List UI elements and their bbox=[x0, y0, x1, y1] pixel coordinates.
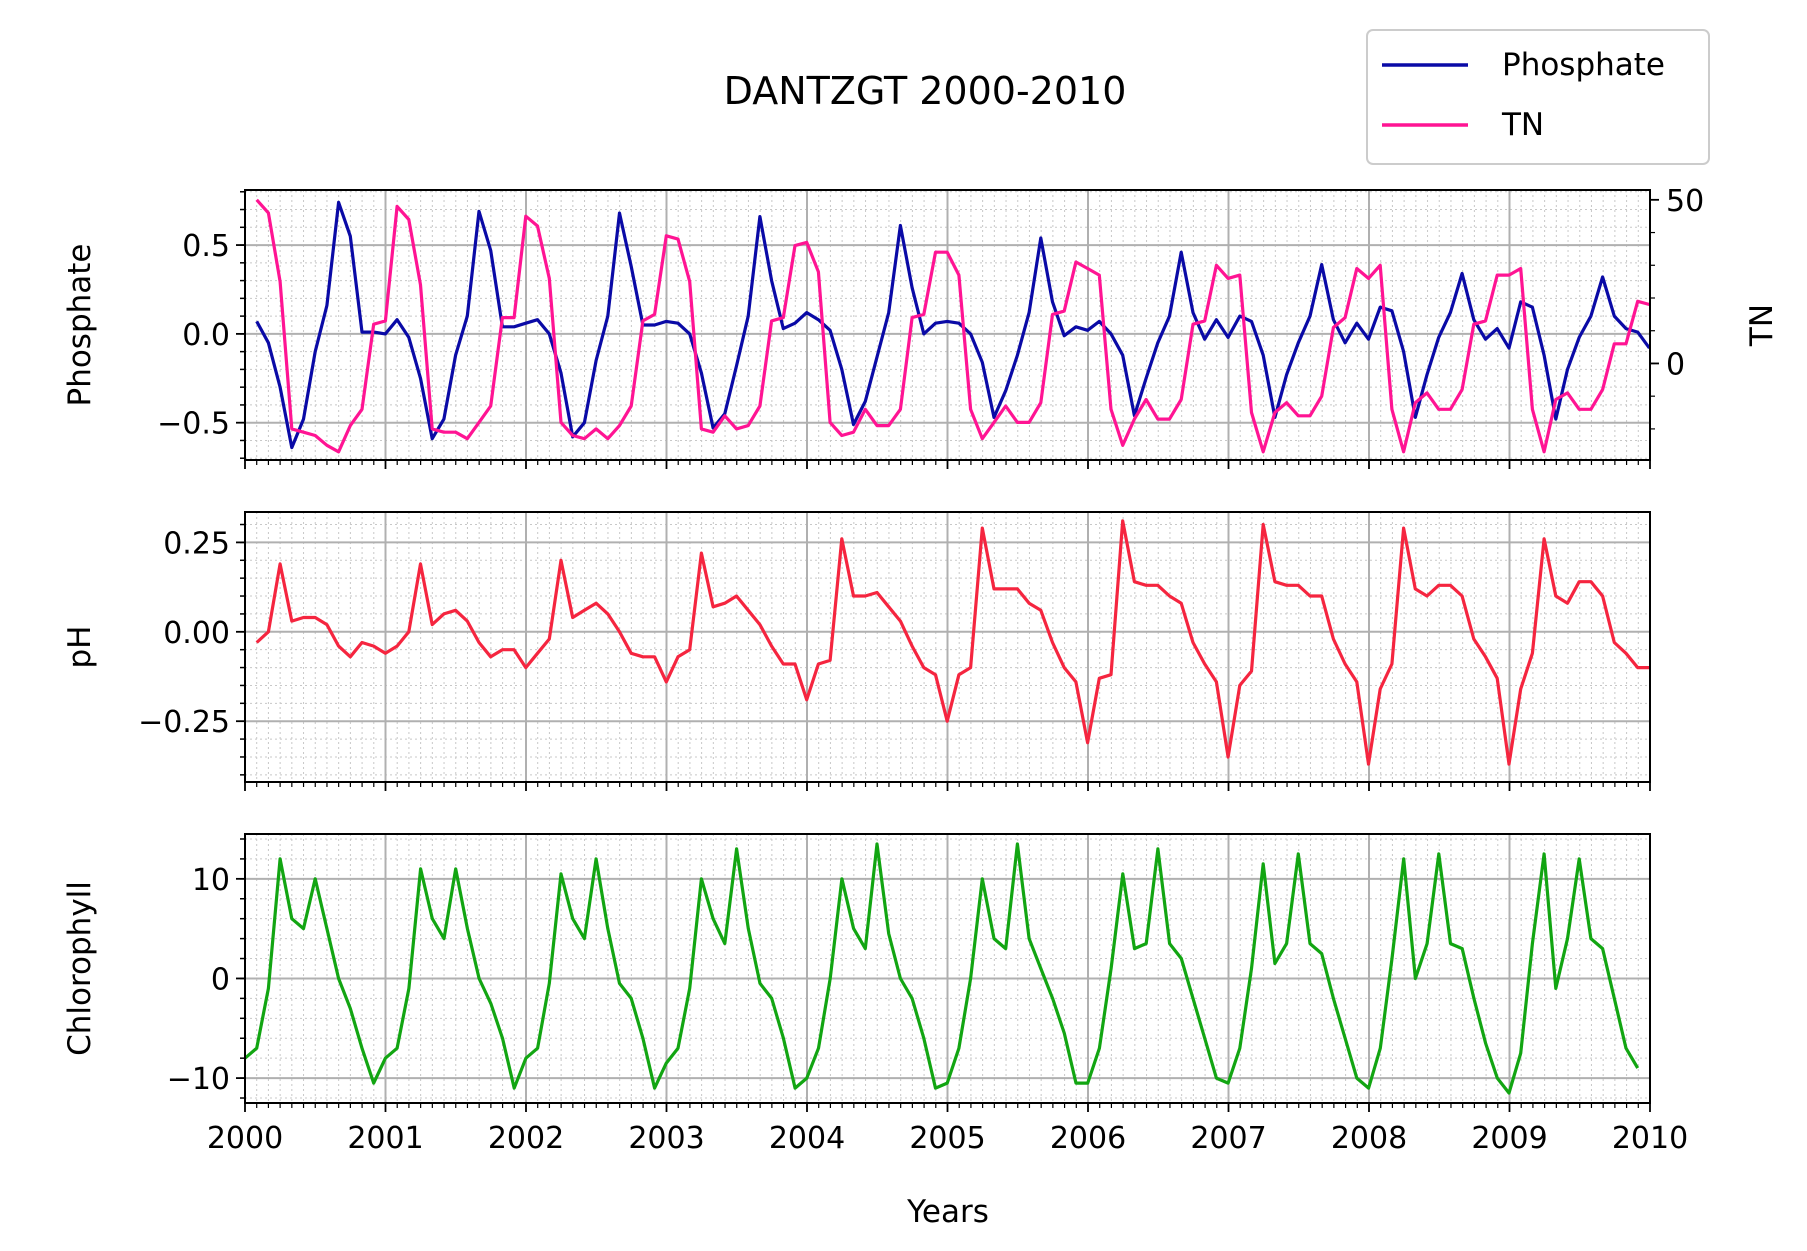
x-tick-label: 2009 bbox=[1471, 1121, 1547, 1156]
axes-frame bbox=[244, 511, 1651, 783]
x-tick-label: 2005 bbox=[909, 1121, 985, 1156]
x-tick-label: 2000 bbox=[207, 1121, 283, 1156]
ph-panel: 0.25 0.00 −0.25 pH bbox=[62, 511, 1651, 791]
y2-tick-label: 50 bbox=[1666, 184, 1704, 219]
series-group bbox=[255, 519, 1650, 766]
x-tick-label: 2002 bbox=[488, 1121, 564, 1156]
series-group bbox=[255, 198, 1650, 454]
legend-label-phosphate: Phosphate bbox=[1502, 47, 1665, 83]
axes-frame bbox=[244, 833, 1651, 1104]
grid bbox=[244, 512, 1651, 782]
y-tick-label: 0.00 bbox=[163, 616, 230, 651]
y2-tick-label: 0 bbox=[1666, 347, 1685, 382]
chart-title: DANTZGT 2000-2010 bbox=[724, 69, 1127, 113]
y-tick-label: 0.5 bbox=[182, 229, 230, 264]
x-tick-label: 2004 bbox=[769, 1121, 845, 1156]
y-tick-label: 0.25 bbox=[163, 526, 230, 561]
chlorophyll-panel: 10 0 −10 Chlorophyll 2000 2001 2002 2003 2004 200… bbox=[62, 833, 1688, 1156]
x-tick-label: 2007 bbox=[1190, 1121, 1266, 1156]
y-axis-label: Phosphate bbox=[62, 243, 98, 406]
axes-frame bbox=[244, 189, 1651, 461]
phosphate-tn-panel: 0.5 0.0 −0.5 Phosphate 50 0 TN bbox=[62, 184, 1780, 469]
x-tick-label: 2003 bbox=[628, 1121, 704, 1156]
x-tick-label: 2010 bbox=[1612, 1121, 1688, 1156]
y-tick-label: 0 bbox=[211, 962, 230, 997]
x-tick-label: 2006 bbox=[1050, 1121, 1126, 1156]
x-tick-label: 2001 bbox=[347, 1121, 423, 1156]
series-line-ph bbox=[255, 519, 1650, 766]
series-group bbox=[245, 842, 1640, 1095]
y-tick-label: −0.5 bbox=[157, 407, 230, 442]
series-line-chlorophyll bbox=[245, 842, 1640, 1095]
y-tick-label: 0.0 bbox=[182, 318, 230, 353]
y-tick-label: −0.25 bbox=[138, 705, 230, 740]
y-tick-label: 10 bbox=[192, 863, 230, 898]
y2-axis-label: TN bbox=[1744, 304, 1780, 347]
series-line-tn bbox=[255, 198, 1650, 454]
y-axis-label: pH bbox=[62, 626, 98, 669]
legend-label-tn: TN bbox=[1501, 107, 1544, 143]
y-axis-label: Chlorophyll bbox=[62, 881, 98, 1056]
y-tick-label: −10 bbox=[167, 1062, 230, 1097]
x-axis-label: Years bbox=[906, 1194, 989, 1230]
legend: Phosphate TN bbox=[1366, 29, 1710, 165]
series-line-phosphate bbox=[255, 200, 1650, 450]
x-tick-label: 2008 bbox=[1331, 1121, 1407, 1156]
